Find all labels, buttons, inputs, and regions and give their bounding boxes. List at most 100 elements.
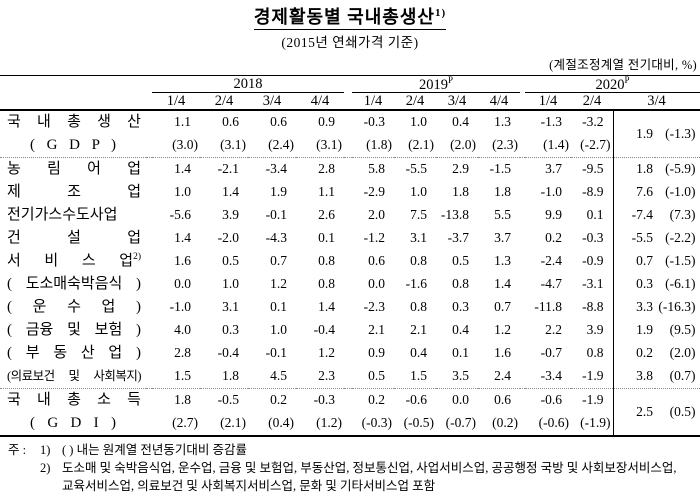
value-cell: 0.8 <box>318 253 335 269</box>
value-cell: (-0.7) <box>445 415 476 431</box>
page-title: 경제활동별 국내총생산1) <box>253 7 447 30</box>
value-cell: 0.8 <box>452 276 469 292</box>
value-cell: -3.7 <box>447 230 469 246</box>
value-cell: -9.5 <box>582 161 604 177</box>
column-gap <box>344 273 352 296</box>
year-header-2019: 2019P <box>352 75 521 94</box>
quarter-header: 2/4 <box>200 92 248 111</box>
boxed-value-cell: -5.5 <box>612 226 656 250</box>
value-cell: 1.5 <box>394 364 436 389</box>
value-cell: -0.3 <box>363 114 385 130</box>
column-gap <box>344 204 352 227</box>
value-cell: (-0.3) <box>361 415 392 431</box>
value-cell: 3.9 <box>586 322 604 338</box>
boxed-paren-cell: (7.3) <box>655 203 700 227</box>
value-cell: 5.5 <box>494 207 512 223</box>
value-cell: -1.0 <box>540 184 563 200</box>
value-cell: -3.1 <box>582 276 604 292</box>
value-cell: 0.5 <box>352 364 394 389</box>
value-cell: 0.4 <box>410 345 427 361</box>
value-cell: -0.4 <box>217 345 239 361</box>
boxed-paren-cell: (-1.3) <box>655 109 700 158</box>
value-cell: 1.8 <box>452 184 469 200</box>
row-label-finance-insurance: ( 금융 및 보험 ) <box>7 321 141 338</box>
value-cell: -2.4 <box>540 253 563 269</box>
table-row: 서 비 스 업2) 1.6 0.5 0.7 0.8 0.6 0.8 0.5 1.3 -2.4 -0.… <box>0 249 700 273</box>
value-cell: 0.4 <box>452 114 469 130</box>
table-row: ( G D I ) (2.7) (2.1) (0.4) (1.2) (-0.3) (-0.5… <box>0 412 700 436</box>
column-gap <box>146 364 152 389</box>
value-cell: -1.9 <box>582 392 604 408</box>
value-cell: -4.7 <box>540 276 563 292</box>
value-cell: 0.7 <box>270 253 287 269</box>
row-label-gdp-line2: ( G D P ) <box>0 133 146 158</box>
boxed-paren-cell: (0.5) <box>655 388 700 436</box>
boxed-paren-cell: (-5.9) <box>655 157 700 181</box>
quarter-header: 2/4 <box>571 92 614 111</box>
value-cell: -0.3 <box>313 392 335 408</box>
table-row: (의료보건 및 사회복지) 1.5 1.8 4.5 2.3 0.5 1.5 3.5 2.4 -3.… <box>0 364 700 389</box>
table-row: ( 부 동 산 업 ) 2.8 -0.4 -0.1 1.2 0.9 0.4 0.1 1.6 -0.… <box>0 341 700 365</box>
column-gap <box>344 364 352 389</box>
value-cell: 0.9 <box>368 345 385 361</box>
value-cell: (2.1) <box>394 133 436 158</box>
value-cell: -1.6 <box>405 276 427 292</box>
table-head: 2018 2019P 2020P 1/4 2/4 3/4 4/4 1/4 2/4 3/4 4/4 1/… <box>0 75 700 111</box>
table-row: 국 내 총 소 득 1.8 -0.5 0.2 -0.3 0.2 -0.6 0.0 0.6 -0.6… <box>0 388 700 436</box>
value-cell: -2.9 <box>363 184 385 200</box>
superscript: P <box>448 75 454 85</box>
value-cell: 1.2 <box>318 345 335 361</box>
value-cell: 1.3 <box>494 114 512 130</box>
quarter-header: 1/4 <box>525 92 572 111</box>
value-cell: (2.3) <box>478 133 521 158</box>
value-cell: -5.6 <box>169 207 191 223</box>
value-cell: 1.8 <box>200 364 248 389</box>
value-cell: 1.0 <box>174 184 191 200</box>
value-cell: 5.8 <box>368 161 385 177</box>
column-gap <box>344 181 352 204</box>
row-label-gdi: 국 내 총 소 득 <box>7 391 141 408</box>
value-cell: 3.7 <box>545 161 563 177</box>
value-cell: -8.9 <box>582 184 604 200</box>
value-cell: -11.8 <box>534 299 563 315</box>
row-label-wholesale-retail-accommodation-food: ( 도소매숙박음식 ) <box>7 275 141 292</box>
boxed-value-cell: 3.8 <box>612 364 656 389</box>
footnote-2-marker: 2) <box>40 460 51 475</box>
quarter-header: 1/4 <box>352 92 394 111</box>
value-cell: 0.5 <box>222 253 239 269</box>
value-cell: (2.4) <box>248 133 296 158</box>
boxed-value-cell: 0.3 <box>612 272 656 296</box>
quarter-header: 3/4 <box>436 92 478 111</box>
value-cell: (2.1) <box>220 415 246 431</box>
value-cell: 0.7 <box>494 299 512 315</box>
value-cell: 0.6 <box>494 392 512 408</box>
column-gap <box>344 412 352 436</box>
value-cell: (1.8) <box>352 133 394 158</box>
column-gap <box>344 388 352 412</box>
value-cell: (0.4) <box>268 415 294 431</box>
value-cell: -2.0 <box>217 230 239 246</box>
value-cell: 2.3 <box>296 364 344 389</box>
corner-cell <box>0 92 146 111</box>
quarter-row: 1/4 2/4 3/4 4/4 1/4 2/4 3/4 4/4 1/4 2/4 3/4 <box>0 92 700 111</box>
quarter-header: 4/4 <box>296 92 344 111</box>
quarter-header: 2/4 <box>394 92 436 111</box>
value-cell: (2.7) <box>172 415 198 431</box>
value-cell: 0.8 <box>410 299 427 315</box>
value-cell: 1.0 <box>410 114 427 130</box>
value-cell: -0.1 <box>265 207 287 223</box>
year-row: 2018 2019P 2020P <box>0 75 700 94</box>
value-cell: 0.6 <box>222 114 239 130</box>
row-label-agriculture-forestry-fishing: 농 림 어 업 <box>7 160 141 177</box>
column-gap <box>344 133 352 158</box>
row-label-services: 서 비 스 업2) <box>7 252 141 270</box>
value-cell: 1.0 <box>222 276 239 292</box>
value-cell: 0.8 <box>586 345 604 361</box>
value-cell: -13.8 <box>440 207 469 223</box>
value-cell: 0.1 <box>318 230 335 246</box>
value-cell: 4.5 <box>248 364 296 389</box>
value-cell: 2.8 <box>174 345 191 361</box>
column-gap <box>344 319 352 342</box>
boxed-value-cell: 0.2 <box>612 341 656 365</box>
value-cell: 0.2 <box>545 230 563 246</box>
